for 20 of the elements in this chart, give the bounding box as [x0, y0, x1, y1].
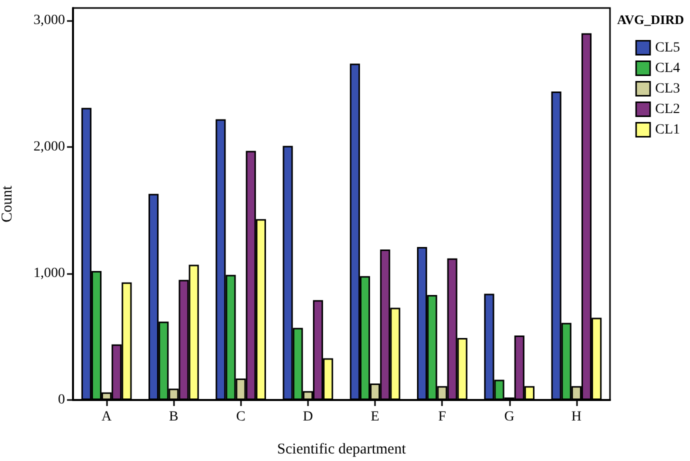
x-tick-label: G	[504, 410, 514, 424]
y-tick-label: 2,000	[34, 140, 65, 155]
legend-label: CL3	[655, 81, 680, 96]
y-axis-title: Count	[0, 184, 16, 222]
y-tick-label: 1,000	[34, 266, 65, 282]
x-tick-label: H	[571, 410, 582, 424]
legend-title: AVG_DIRD	[617, 12, 684, 27]
legend-label: CL5	[655, 40, 680, 56]
x-tick-label: E	[370, 410, 380, 424]
legend-label: CL2	[655, 102, 680, 117]
x-axis-title: Scientific department	[277, 442, 407, 458]
x-tick-label: A	[102, 410, 112, 424]
x-tick-label: C	[236, 410, 246, 424]
legend-label: CL1	[655, 122, 680, 138]
x-tick-label: B	[169, 410, 178, 424]
legend-label: CL4	[655, 60, 680, 76]
y-tick-label: 3,000	[34, 13, 65, 28]
x-tick-label: F	[438, 410, 446, 424]
y-tick-label: 0	[58, 392, 65, 408]
x-tick-label: D	[302, 410, 313, 424]
